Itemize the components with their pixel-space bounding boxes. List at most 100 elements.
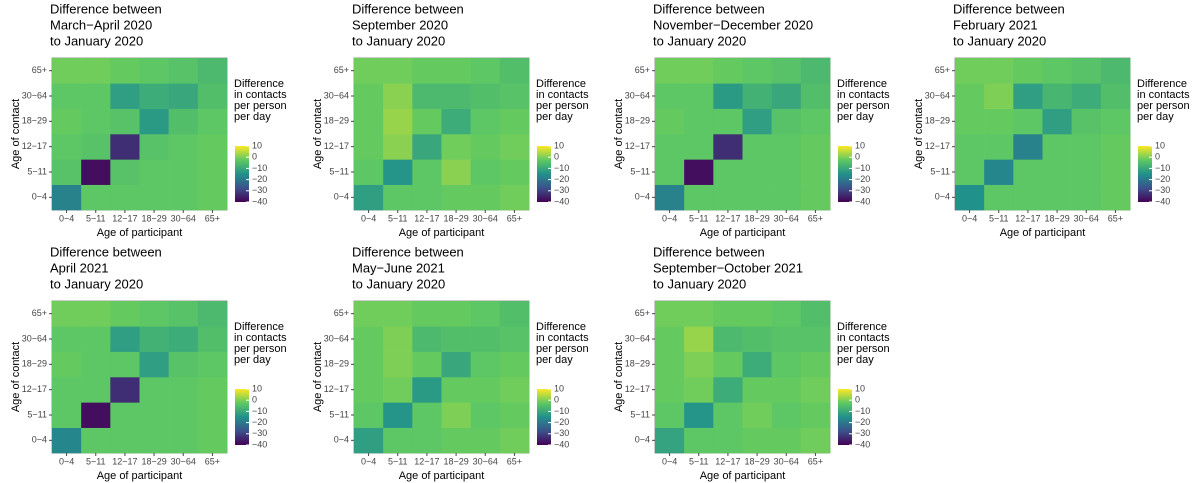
colorbar-tick-label: −10	[855, 163, 870, 173]
y-tick-label: 65+	[32, 308, 47, 318]
y-tick-label: 12−17	[22, 141, 47, 151]
x-axis-title: Age of participant	[97, 470, 183, 482]
x-tick-label: 65+	[808, 213, 823, 223]
heatmap-cell	[81, 427, 111, 454]
y-tick-label: 0−4	[334, 192, 349, 202]
legend-title: per day	[837, 111, 874, 123]
colorbar-tick-label: 0	[1155, 152, 1160, 162]
colorbar-tick-label: 0	[855, 152, 860, 162]
panel: Difference between September−October 202…	[613, 244, 890, 481]
colorbar-tick-label: 0	[554, 395, 559, 405]
heatmap-cell	[168, 402, 199, 428]
heatmap-cell	[139, 351, 169, 378]
y-tick-label: 30−64	[324, 333, 349, 343]
heatmap-cell	[499, 402, 530, 428]
y-axis-title: Age of contact	[913, 99, 925, 169]
legend-title: Difference	[837, 321, 887, 333]
panel-title: Difference between	[653, 244, 765, 259]
heatmap-cell	[441, 402, 471, 428]
legend-title: per person	[837, 100, 890, 112]
x-tick-label: 65+	[205, 213, 220, 223]
heatmap-cell	[1071, 58, 1102, 84]
heatmap-cell	[499, 377, 530, 403]
colorbar	[235, 389, 249, 445]
x-tick-label: 12−17	[112, 456, 137, 466]
panel-title: to January 2020	[50, 33, 143, 48]
legend-title: Difference	[837, 78, 887, 90]
heatmap-cell	[441, 351, 471, 378]
heatmap-cell	[354, 159, 384, 185]
heatmap-cell	[800, 184, 831, 211]
x-axis-title: Age of participant	[97, 227, 183, 239]
x-tick-label: 30−64	[171, 213, 196, 223]
heatmap-cell	[499, 351, 530, 378]
heatmap-cell	[499, 301, 530, 327]
heatmap-cell	[771, 402, 802, 428]
heatmap-cell	[713, 159, 743, 185]
heatmap-cell	[984, 83, 1014, 109]
heatmap-cell	[81, 351, 111, 378]
x-axis-title: Age of participant	[700, 470, 786, 482]
heatmap-cell	[984, 134, 1014, 160]
panel-title: May−June 2021	[352, 260, 445, 275]
heatmap-cell	[470, 377, 501, 403]
heatmap-cell	[800, 351, 831, 378]
heatmap-cell	[684, 377, 714, 403]
heatmap-cell	[354, 377, 384, 403]
heatmap-cell	[168, 351, 199, 378]
heatmap-cell	[684, 326, 714, 352]
colorbar	[537, 389, 551, 445]
legend-title: in contacts	[1137, 89, 1190, 101]
heatmap-cell	[197, 83, 228, 109]
colorbar-tick-label: 10	[554, 383, 564, 393]
heatmap-cell	[441, 108, 471, 135]
heatmap-cell	[1042, 108, 1072, 135]
heatmap-cell	[52, 108, 82, 135]
legend-title: per day	[234, 111, 271, 123]
heatmap-cell	[168, 326, 199, 352]
heatmap-cell	[771, 134, 802, 160]
legend-title: per person	[1137, 100, 1190, 112]
heatmap-cell	[655, 301, 685, 327]
heatmap-cell	[1042, 159, 1072, 185]
x-tick-label: 5−11	[989, 213, 1009, 223]
legend-title: per day	[1137, 111, 1174, 123]
colorbar-tick-label: −20	[252, 174, 267, 184]
y-tick-label: 5−11	[27, 166, 47, 176]
colorbar-tick-label: −30	[855, 428, 870, 438]
heatmap-cell	[197, 377, 228, 403]
heatmap-cell	[800, 301, 831, 327]
heatmap-cell	[771, 83, 802, 109]
heatmap-cell	[168, 83, 199, 109]
heatmap-cell	[1071, 159, 1102, 185]
legend-title: per person	[234, 100, 287, 112]
colorbar-tick-label: −30	[252, 428, 267, 438]
y-tick-label: 18−29	[625, 116, 650, 126]
x-tick-label: 18−29	[141, 213, 166, 223]
legend-title: in contacts	[536, 89, 589, 101]
heatmap-cell	[383, 427, 413, 454]
heatmap-cell	[383, 351, 413, 378]
panel-title: to January 2020	[653, 276, 746, 291]
colorbar-tick-label: −30	[1155, 185, 1170, 195]
heatmap-cell	[383, 83, 413, 109]
panel-title: March−April 2020	[50, 17, 152, 32]
colorbar-tick-label: −10	[855, 406, 870, 416]
heatmap-cell	[955, 134, 985, 160]
y-tick-label: 30−64	[22, 333, 47, 343]
y-axis-title: Age of contact	[613, 99, 625, 169]
heatmap-cell	[139, 301, 169, 327]
y-axis-title: Age of contact	[613, 342, 625, 412]
heatmap-cell	[1100, 108, 1131, 135]
x-tick-label: 12−17	[715, 456, 740, 466]
heatmap-cell	[771, 58, 802, 84]
colorbar-tick-label: −10	[252, 163, 267, 173]
heatmap-cell	[354, 326, 384, 352]
heatmap-cell	[139, 326, 169, 352]
heatmap-cell	[139, 83, 169, 109]
x-tick-label: 65+	[507, 213, 522, 223]
x-tick-label: 18−29	[443, 213, 468, 223]
y-tick-label: 0−4	[32, 192, 47, 202]
